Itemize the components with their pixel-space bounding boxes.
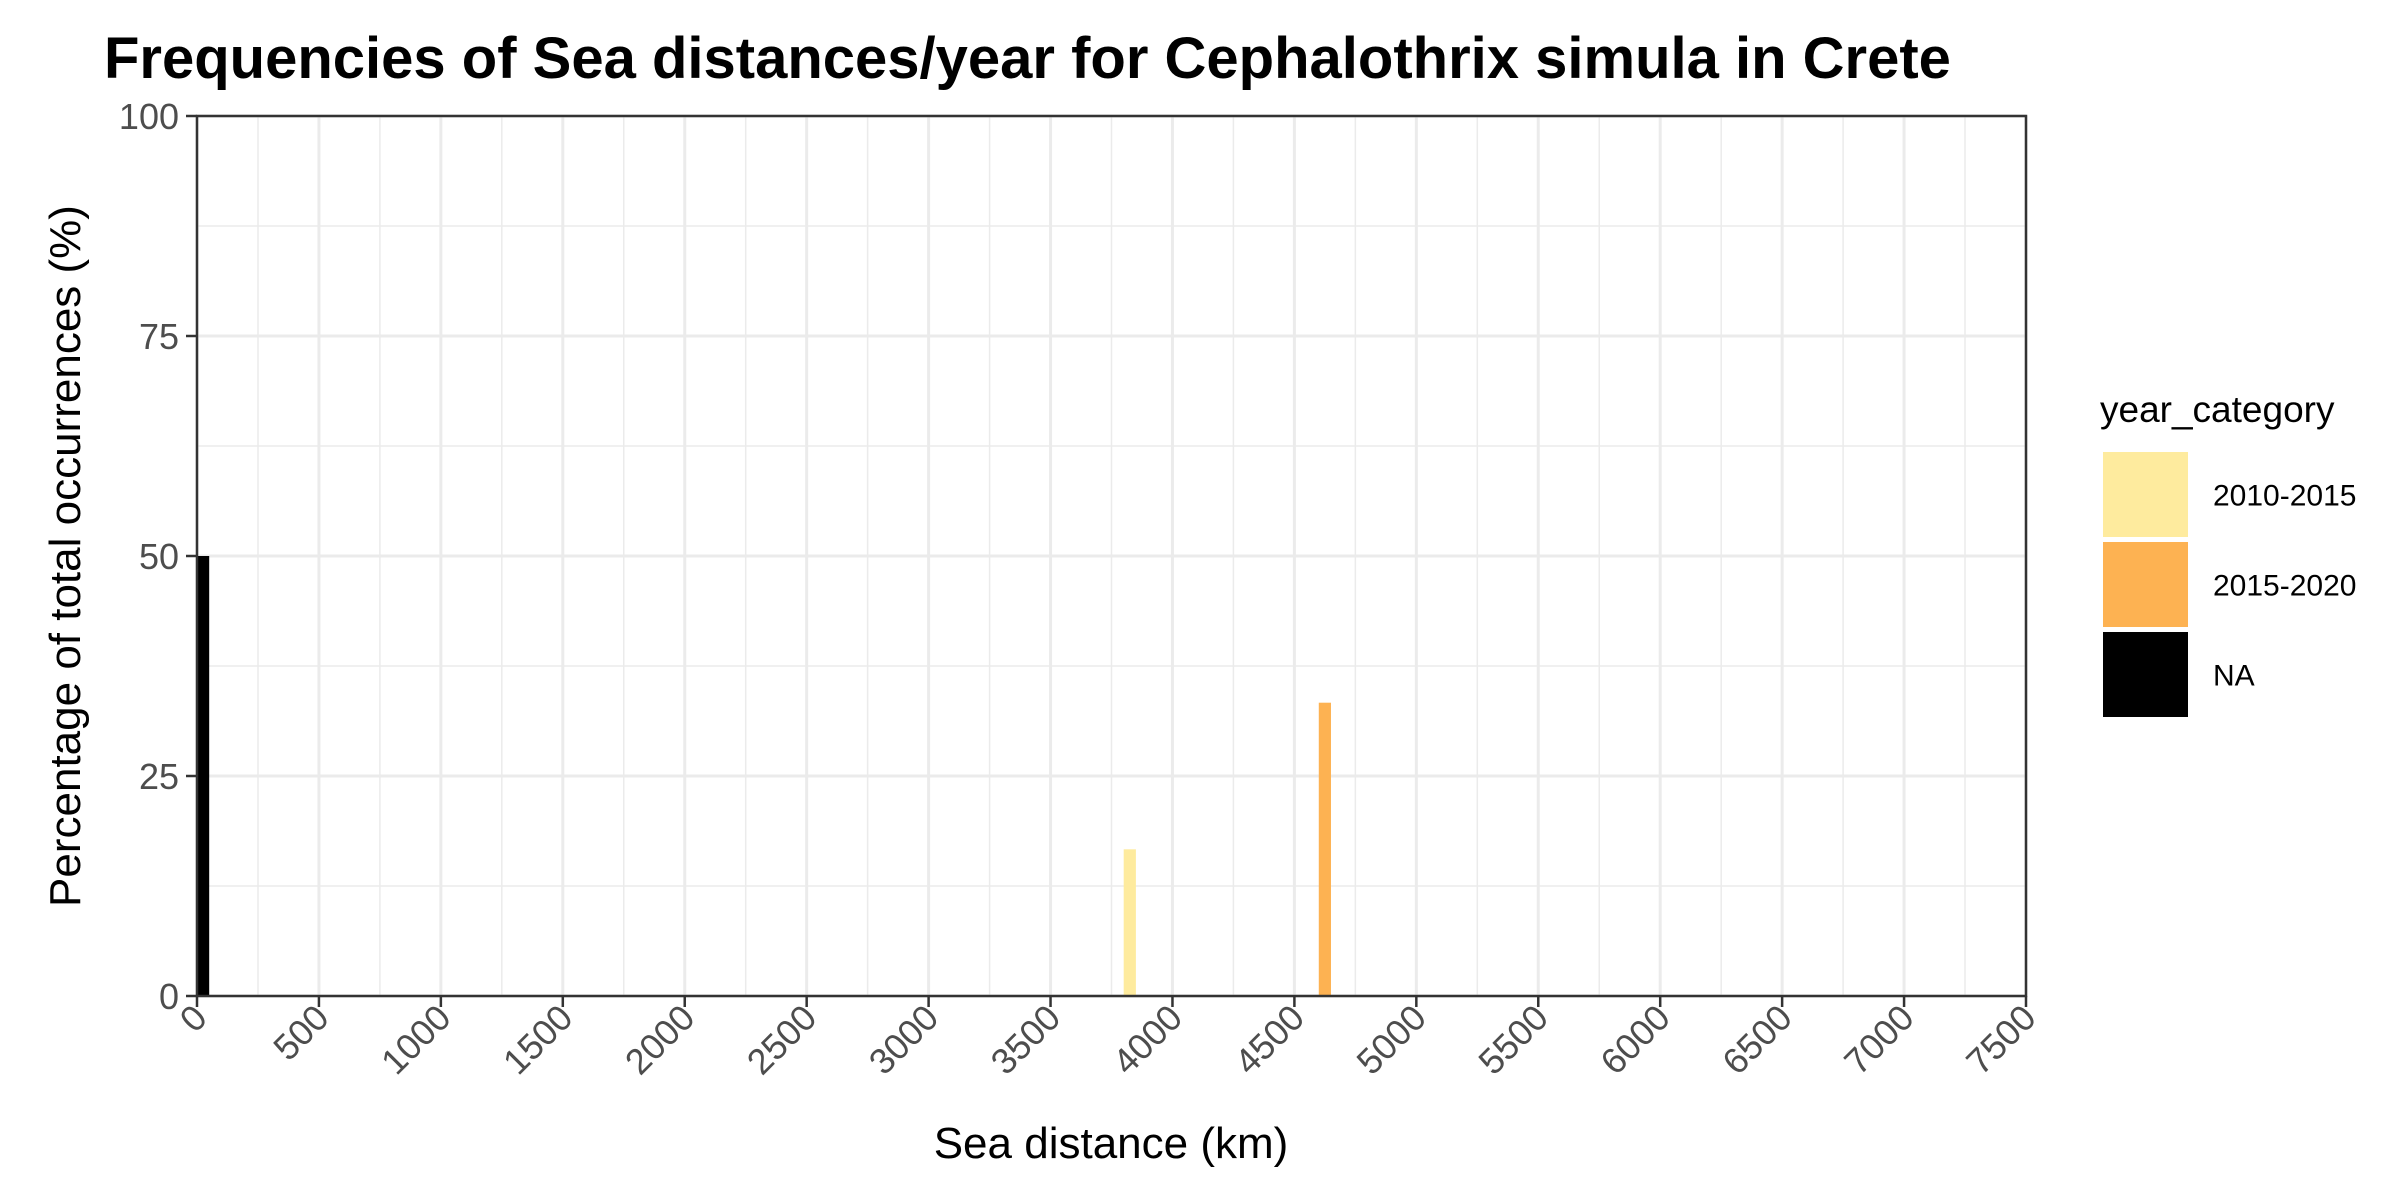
x-tick-label: 7500 [1958, 997, 2044, 1083]
x-tick-label: 2000 [617, 997, 703, 1083]
x-tick-label: 3000 [861, 997, 947, 1083]
x-tick-label: 6500 [1714, 997, 1800, 1083]
y-tick-label: 100 [119, 96, 179, 137]
y-tick-label: 50 [139, 536, 179, 577]
legend-label-NA: NA [2213, 660, 2255, 693]
x-tick-label: 500 [265, 997, 336, 1068]
x-tick-label: 1000 [373, 997, 459, 1083]
chart-title: Frequencies of Sea distances/year for Ce… [104, 26, 1951, 91]
legend-label-2010-2015: 2010-2015 [2213, 480, 2356, 513]
x-tick-label: 1500 [495, 997, 581, 1083]
x-tick-label: 3500 [983, 997, 1069, 1083]
grid [195, 114, 2028, 998]
x-tick-label: 6000 [1592, 997, 1678, 1083]
y-tick-label: 0 [159, 976, 179, 1017]
x-tick-label: 4000 [1104, 997, 1190, 1083]
x-tick-label: 4500 [1226, 997, 1312, 1083]
legend-key-NA [2103, 632, 2188, 717]
y-tick-label: 25 [139, 756, 179, 797]
legend-key-2010-2015 [2103, 452, 2188, 537]
legend-label-2015-2020: 2015-2020 [2213, 570, 2356, 603]
x-tick-label: 7000 [1836, 997, 1922, 1083]
bar-NA [197, 556, 210, 996]
y-axis-title: Percentage of total occurrences (%) [41, 205, 90, 907]
x-tick-label: 2500 [739, 997, 825, 1083]
bar-2015-2020 [1318, 702, 1331, 996]
x-tick-label: 5500 [1470, 997, 1556, 1083]
legend: year_category 2010-2015 2015-2020 NA [2100, 389, 2356, 717]
x-tick-label: 5000 [1348, 997, 1434, 1083]
legend-title: year_category [2100, 389, 2335, 430]
x-axis-title: Sea distance (km) [934, 1119, 1289, 1168]
bar-2010-2015 [1123, 849, 1136, 996]
bars [197, 556, 1331, 996]
legend-key-2015-2020 [2103, 542, 2188, 627]
y-tick-label: 75 [139, 316, 179, 357]
